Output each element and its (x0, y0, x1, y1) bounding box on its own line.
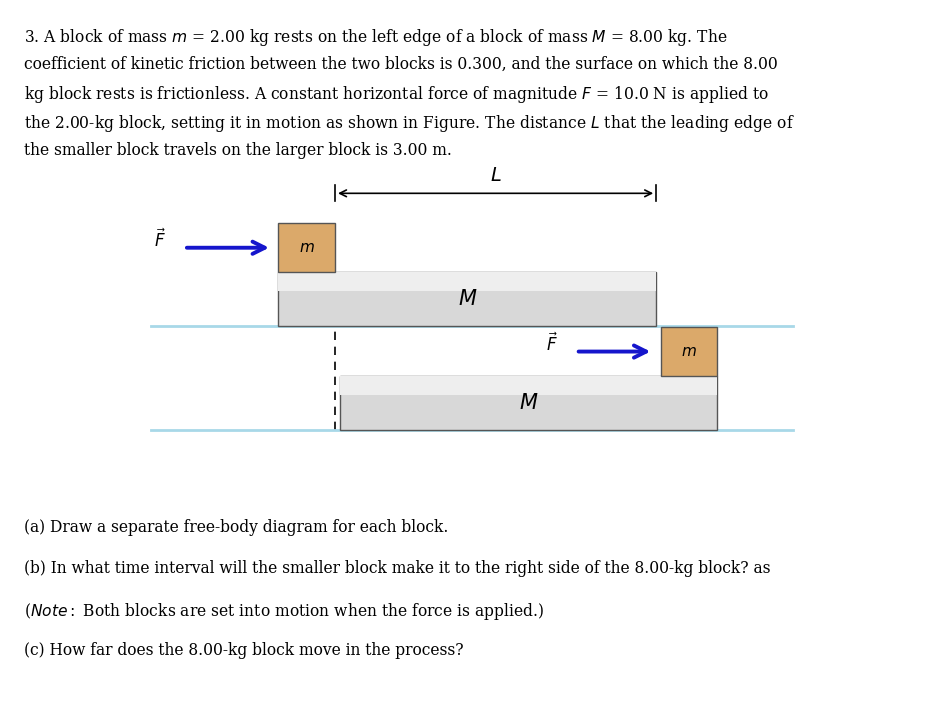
Text: (b) In what time interval will the smaller block make it to the right side of th: (b) In what time interval will the small… (24, 560, 770, 577)
Text: the 2.00-kg block, setting it in motion as shown in Figure. The distance $L$ tha: the 2.00-kg block, setting it in motion … (24, 113, 795, 134)
Bar (278, 223, 335, 272)
Text: coefficient of kinetic friction between the two blocks is 0.300, and the surface: coefficient of kinetic friction between … (24, 56, 777, 73)
Text: (a) Draw a separate free-body diagram for each block.: (a) Draw a separate free-body diagram fo… (24, 519, 448, 536)
Text: the smaller block travels on the larger block is 3.00 m.: the smaller block travels on the larger … (24, 142, 451, 159)
Text: ($\mathit{Note:}$ Both blocks are set into motion when the force is applied.): ($\mathit{Note:}$ Both blocks are set in… (24, 601, 544, 621)
Text: $\vec{F}$: $\vec{F}$ (155, 228, 166, 251)
Bar (278, 272, 656, 291)
Text: $\vec{F}$: $\vec{F}$ (547, 332, 558, 355)
Text: kg block rests is frictionless. A constant horizontal force of magnitude $F$ = 1: kg block rests is frictionless. A consta… (24, 84, 768, 105)
Text: (c) How far does the 8.00-kg block move in the process?: (c) How far does the 8.00-kg block move … (24, 642, 464, 659)
Bar (340, 376, 717, 430)
Text: $L$: $L$ (490, 167, 501, 185)
Text: $m$: $m$ (682, 344, 697, 359)
Bar (340, 376, 717, 395)
Text: $M$: $M$ (519, 393, 538, 413)
Text: $m$: $m$ (299, 241, 314, 255)
Bar (278, 272, 656, 326)
Text: 3. A block of mass $m$ = 2.00 kg rests on the left edge of a block of mass $M$ =: 3. A block of mass $m$ = 2.00 kg rests o… (24, 27, 727, 48)
Bar (661, 327, 717, 376)
Text: $M$: $M$ (458, 289, 477, 309)
